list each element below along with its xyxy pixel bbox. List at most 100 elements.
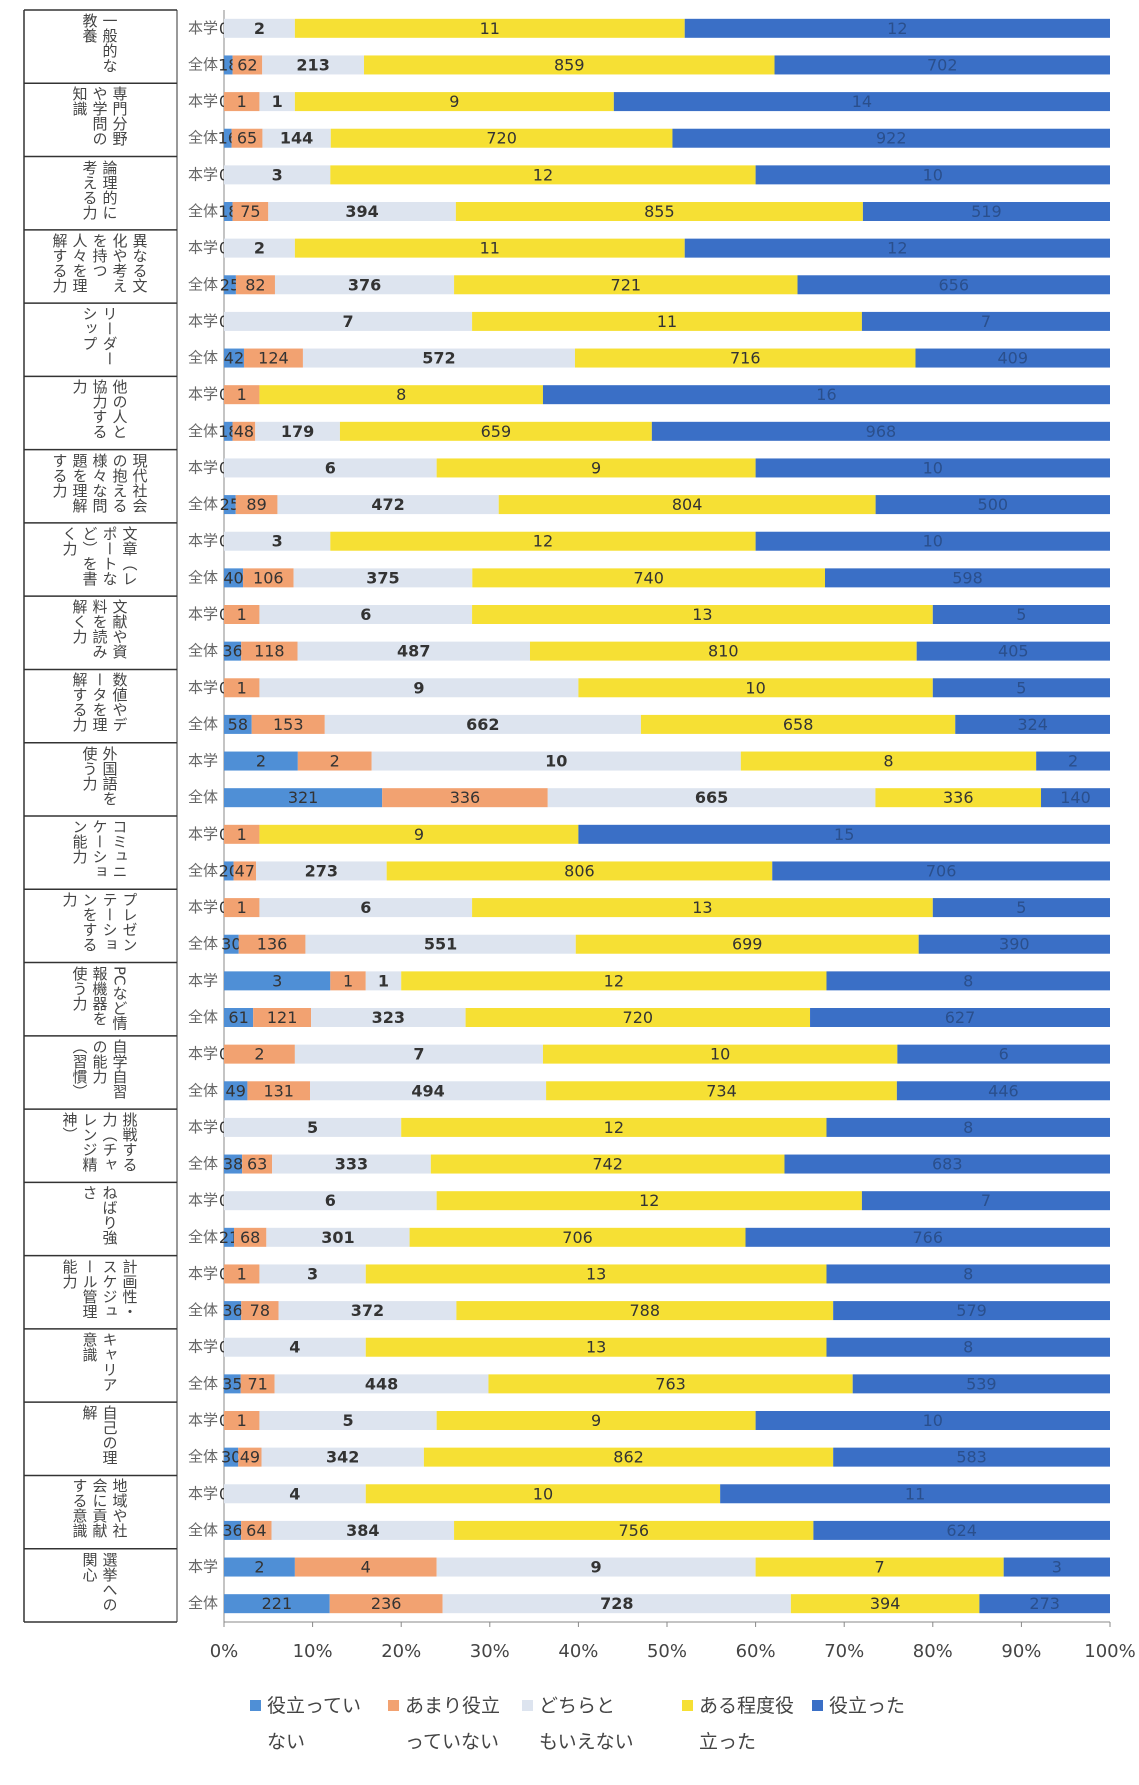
bar-segment	[365, 1484, 721, 1504]
data-label: 627	[945, 1008, 976, 1027]
data-label: 12	[639, 1191, 659, 1210]
bar-segment	[918, 934, 1110, 954]
data-label: 5	[1016, 678, 1026, 697]
y-tick-label: 全体	[188, 1228, 218, 1246]
bar-segment	[224, 495, 236, 515]
data-label: 8	[963, 1118, 973, 1137]
data-label: 7	[981, 312, 991, 331]
x-tick-label: 50%	[647, 1641, 687, 1662]
data-label: 658	[783, 715, 814, 734]
data-label: 136	[257, 935, 288, 954]
bar-segment	[224, 128, 232, 148]
group-label: リーダーシップ	[80, 306, 119, 367]
bar-segment	[979, 1594, 1110, 1614]
bar-segment	[243, 348, 303, 368]
bar-segment	[916, 641, 1110, 661]
bar-segment	[330, 128, 673, 148]
x-tick-label: 0%	[210, 1641, 239, 1662]
bar-segment	[824, 568, 1110, 588]
data-label: 89	[246, 495, 266, 514]
y-tick-label: 本学	[188, 825, 218, 843]
data-label: 656	[938, 275, 969, 294]
data-label: 2	[1068, 752, 1078, 771]
data-label: 48	[234, 422, 254, 441]
data-label: 10	[545, 752, 567, 771]
group-label: 一般的な教養	[80, 13, 119, 73]
data-label: 236	[371, 1594, 402, 1613]
bar-segment	[224, 202, 233, 221]
data-label: 9	[591, 1558, 602, 1577]
data-label: 12	[887, 239, 907, 258]
y-tick-label: 全体	[188, 422, 218, 440]
data-label: 58	[228, 715, 248, 734]
bar-segment	[672, 128, 1110, 148]
bar-segment	[259, 824, 579, 844]
bar-segment	[833, 1447, 1110, 1467]
data-label: 25	[220, 275, 240, 294]
bar-segment	[430, 1154, 785, 1174]
bar-segment	[224, 1411, 260, 1430]
data-label: 121	[267, 1008, 298, 1027]
data-label: 1	[237, 898, 247, 917]
data-label: 487	[397, 642, 430, 661]
data-label: 7	[413, 1045, 424, 1064]
y-tick-label: 本学	[188, 752, 218, 770]
bar-segment	[330, 165, 756, 185]
bar-segment	[472, 605, 933, 624]
legend-item: ある程度役立った	[682, 1688, 794, 1760]
bar-segment	[224, 861, 234, 881]
data-label: 8	[396, 385, 406, 404]
group-label: 専門分野や学問の知識	[70, 86, 129, 147]
data-label: 118	[254, 642, 285, 661]
bar-segment	[810, 1008, 1110, 1027]
bar-segment	[247, 1081, 311, 1101]
bar-segment	[224, 18, 295, 38]
bar-segment	[259, 385, 543, 405]
bar-segment	[224, 165, 331, 185]
bar-segment	[274, 1374, 489, 1394]
y-tick-label: 全体	[188, 55, 218, 73]
data-label: 36	[222, 642, 242, 661]
bar-segment	[330, 971, 366, 991]
bar-segment	[251, 714, 325, 734]
bar-segment	[684, 238, 1110, 258]
data-label: 144	[280, 129, 313, 148]
data-label: 71	[247, 1374, 267, 1393]
y-tick-label: 本学	[188, 92, 218, 110]
data-label: 472	[371, 495, 404, 514]
data-label: 6	[325, 1191, 336, 1210]
data-label: 131	[263, 1081, 294, 1100]
group-label: 文章（レポートなど）を書く力	[60, 525, 139, 586]
legend-item: どちらともいえない	[522, 1688, 634, 1760]
bar-segment	[472, 898, 933, 918]
bar-segment	[454, 275, 798, 295]
data-label: 6	[360, 605, 371, 624]
data-label: 2	[254, 1045, 264, 1064]
bar-segment	[774, 55, 1110, 75]
legend-item: 役立っていない	[250, 1688, 362, 1760]
data-label: 5	[1016, 605, 1026, 624]
bar-segment	[278, 1301, 457, 1321]
data-label: 75	[240, 202, 260, 221]
bar-segment	[224, 641, 242, 661]
data-label: 716	[730, 349, 761, 368]
bar-segment	[498, 495, 876, 515]
bar-segment	[243, 568, 294, 588]
bar-segment	[297, 641, 530, 661]
y-tick-label: 本学	[188, 165, 218, 183]
data-label: 3	[307, 1264, 318, 1283]
bar-segment	[310, 1081, 547, 1101]
data-label: 720	[486, 129, 517, 148]
bar-segment	[409, 1227, 746, 1247]
data-label: 65	[237, 129, 257, 148]
data-label: 49	[240, 1448, 260, 1467]
data-label: 16	[816, 385, 836, 404]
bar-segment	[442, 1594, 791, 1614]
bar-segment	[932, 605, 1110, 624]
legend-label: 役立っていない	[267, 1695, 362, 1753]
bar-segment	[915, 348, 1110, 368]
data-label: 42	[224, 349, 244, 368]
bar-segment	[224, 1044, 295, 1064]
data-label: 500	[978, 495, 1009, 514]
